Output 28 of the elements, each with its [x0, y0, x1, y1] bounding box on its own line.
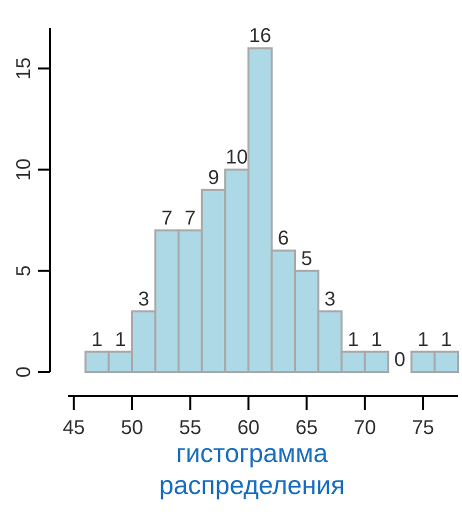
data-label: 5	[301, 248, 312, 270]
data-label: 3	[324, 288, 336, 310]
data-label: 0	[394, 349, 406, 371]
data-label: 3	[138, 288, 150, 310]
y-tick-label: 0	[13, 366, 35, 378]
x-tick-label: 70	[354, 417, 376, 439]
data-label: 9	[208, 166, 220, 189]
x-tick-label: 55	[179, 417, 202, 439]
x-tick-label: 60	[237, 417, 260, 439]
x-axis-title: гистограмма распределения	[159, 438, 345, 500]
data-label: 1	[348, 328, 359, 351]
x-tick-label: 50	[120, 417, 144, 439]
data-label: 1	[92, 328, 103, 351]
y-tick-label: 10	[13, 158, 35, 181]
data-label: 6	[278, 228, 289, 250]
data-label: 1	[418, 328, 429, 351]
y-tick-label: 15	[13, 57, 35, 80]
x-tick-label: 45	[62, 417, 85, 439]
y-tick-label: 5	[13, 265, 35, 276]
x-tick-label: 65	[296, 417, 318, 439]
data-label: 1	[370, 328, 382, 351]
data-label: 7	[161, 207, 173, 230]
x-tick-label: 75	[412, 417, 434, 439]
data-label: 10	[226, 146, 248, 169]
data-label: 1	[440, 328, 452, 351]
data-label: 16	[248, 25, 272, 48]
data-label: 7	[184, 207, 196, 230]
data-label: 1	[114, 328, 126, 351]
